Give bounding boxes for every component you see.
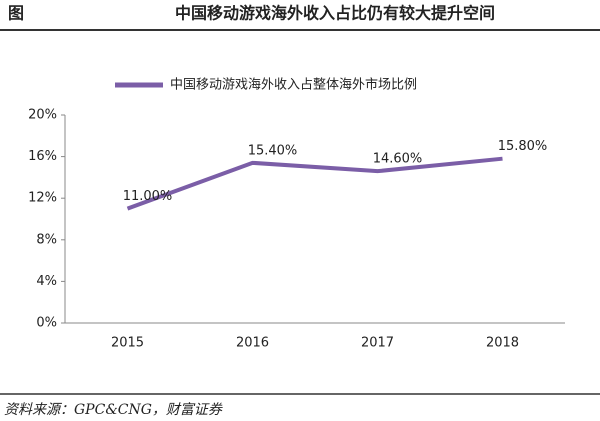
data-label: 14.60% [373,152,423,167]
data-label: 11.00% [123,189,173,204]
y-tick-label: 4% [36,274,57,289]
x-tick-label: 2016 [236,336,269,351]
source: 资料来源：GPC&CNG，财富证券 [4,402,223,418]
x-tick-label: 2015 [111,336,144,351]
y-tick-label: 0% [36,316,57,331]
x-tick-label: 2017 [361,336,394,351]
data-label: 15.40% [248,143,298,158]
line [126,156,503,211]
y-tick-label: 8% [36,232,57,247]
chart-title: 中国移动游戏海外收入占比仍有较大提升空间 [175,4,495,23]
figure-label: 图 [8,4,24,23]
y-tick-label: 16% [28,149,57,164]
y-tick-label: 20% [28,108,57,123]
x-tick-label: 2018 [486,336,519,351]
y-tick-label: 12% [28,191,57,206]
legend-label: 中国移动游戏海外收入占整体海外市场比例 [170,77,417,93]
data-label: 15.80% [498,139,548,154]
